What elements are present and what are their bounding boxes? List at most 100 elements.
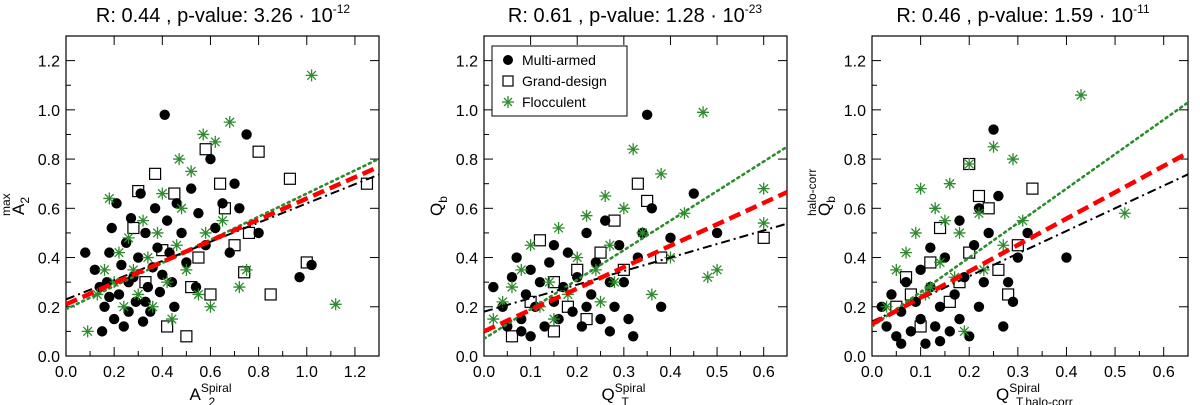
point-flocculent	[117, 300, 130, 313]
point-flocculent	[216, 214, 229, 227]
fit-line-multi-armed	[872, 173, 1188, 323]
point-flocculent	[199, 226, 212, 239]
point-multi-armed	[618, 276, 630, 288]
x-tick-label: 0.6	[1153, 364, 1175, 381]
point-grand-design	[641, 194, 654, 208]
x-axis-label: ASpiral	[189, 381, 231, 404]
fit-line-flocculent	[872, 101, 1188, 328]
point-grand-design	[972, 189, 986, 203]
x-tick-label: 0.5	[1104, 364, 1126, 381]
y-tick-label: 0.4	[844, 251, 866, 268]
point-grand-design	[757, 231, 770, 244]
point-multi-armed	[993, 190, 1004, 202]
point-grand-design	[242, 226, 256, 240]
point-flocculent	[627, 143, 640, 156]
point-multi-armed	[562, 247, 574, 258]
y-axis-label: Qb	[815, 196, 838, 216]
legend-marker-multi	[503, 55, 513, 65]
point-multi-armed	[934, 336, 946, 347]
point-multi-armed	[511, 252, 522, 263]
point-flocculent	[543, 276, 556, 289]
point-multi-armed	[646, 203, 658, 214]
point-multi-armed	[520, 289, 532, 300]
point-flocculent	[173, 153, 186, 166]
point-multi-armed	[988, 124, 999, 135]
point-grand-design	[992, 263, 1005, 276]
point-multi-armed	[954, 313, 965, 325]
point-flocculent	[524, 239, 537, 252]
y-axis-label: Qb	[427, 196, 450, 216]
fit-line-all	[872, 150, 1188, 326]
point-multi-armed	[104, 247, 115, 258]
point-flocculent	[127, 263, 140, 276]
point-flocculent	[929, 202, 942, 215]
x-axis-label: QSpiral	[602, 381, 646, 404]
point-grand-design	[524, 295, 537, 308]
point-flocculent	[122, 231, 135, 244]
point-flocculent	[132, 288, 145, 301]
point-multi-armed	[96, 326, 108, 337]
point-multi-armed	[149, 203, 161, 214]
point-grand-design	[505, 330, 519, 343]
point-grand-design	[218, 202, 232, 215]
point-flocculent	[924, 281, 937, 294]
point-multi-armed	[99, 301, 110, 312]
x-tick-label: 0.6	[199, 364, 221, 381]
point-flocculent	[880, 300, 893, 313]
x-tick-label: 0.4	[151, 364, 173, 381]
point-flocculent	[505, 281, 518, 294]
point-multi-armed	[161, 215, 173, 226]
y-tick-label: 0.2	[456, 300, 478, 317]
point-multi-armed	[525, 331, 536, 342]
legend-label-grand: Grand-design	[522, 73, 607, 89]
point-multi-armed	[140, 296, 151, 308]
point-multi-armed	[234, 203, 245, 214]
x-tick-label: 0.4	[659, 364, 681, 381]
point-flocculent	[580, 209, 593, 222]
point-flocculent	[608, 276, 621, 289]
point-multi-armed	[665, 232, 676, 244]
point-multi-armed	[229, 178, 240, 189]
point-flocculent	[655, 167, 668, 180]
point-flocculent	[175, 202, 188, 215]
point-multi-armed	[925, 242, 936, 253]
point-grand-design	[533, 234, 547, 247]
point-multi-armed	[595, 313, 606, 325]
point-multi-armed	[881, 321, 892, 332]
point-multi-armed	[944, 326, 955, 337]
point-grand-design	[580, 312, 593, 326]
point-multi-armed	[253, 227, 264, 239]
panel-title: R: 0.46 , p-value: 1.59 · 10-11	[896, 2, 1150, 27]
point-flocculent	[204, 300, 217, 313]
fit-line-multi-armed	[484, 222, 787, 313]
point-multi-armed	[190, 281, 202, 293]
point-multi-armed	[108, 313, 120, 325]
y-tick-label: 0.6	[844, 201, 866, 218]
point-multi-armed	[600, 215, 611, 226]
y-tick-label: 0.4	[456, 251, 478, 268]
y-tick-label: 0.8	[456, 152, 478, 169]
y-tick-label: 1.2	[844, 54, 866, 71]
fit-line-all	[66, 164, 379, 307]
point-multi-armed	[106, 222, 117, 234]
legend-marker-floc	[502, 96, 514, 108]
point-multi-armed	[294, 272, 305, 283]
point-flocculent	[934, 256, 947, 269]
point-flocculent	[515, 263, 528, 276]
point-grand-design	[571, 263, 584, 276]
point-flocculent	[977, 263, 990, 276]
point-flocculent	[890, 263, 903, 276]
panel-qb-vs-qt: R: 0.61 , p-value: 1.28 · 10-23 0.0 0.1 0.…	[427, 2, 788, 405]
point-multi-armed	[915, 264, 926, 276]
fit-line-multi-armed	[66, 173, 379, 301]
point-flocculent	[103, 192, 116, 205]
point-multi-armed	[89, 264, 101, 276]
point-flocculent	[997, 239, 1010, 252]
point-multi-armed	[949, 289, 960, 300]
x-tick-label: 0.5	[706, 364, 728, 381]
point-grand-design	[264, 288, 277, 301]
point-multi-armed	[186, 183, 197, 194]
point-flocculent	[185, 165, 198, 178]
point-grand-design	[631, 177, 644, 190]
